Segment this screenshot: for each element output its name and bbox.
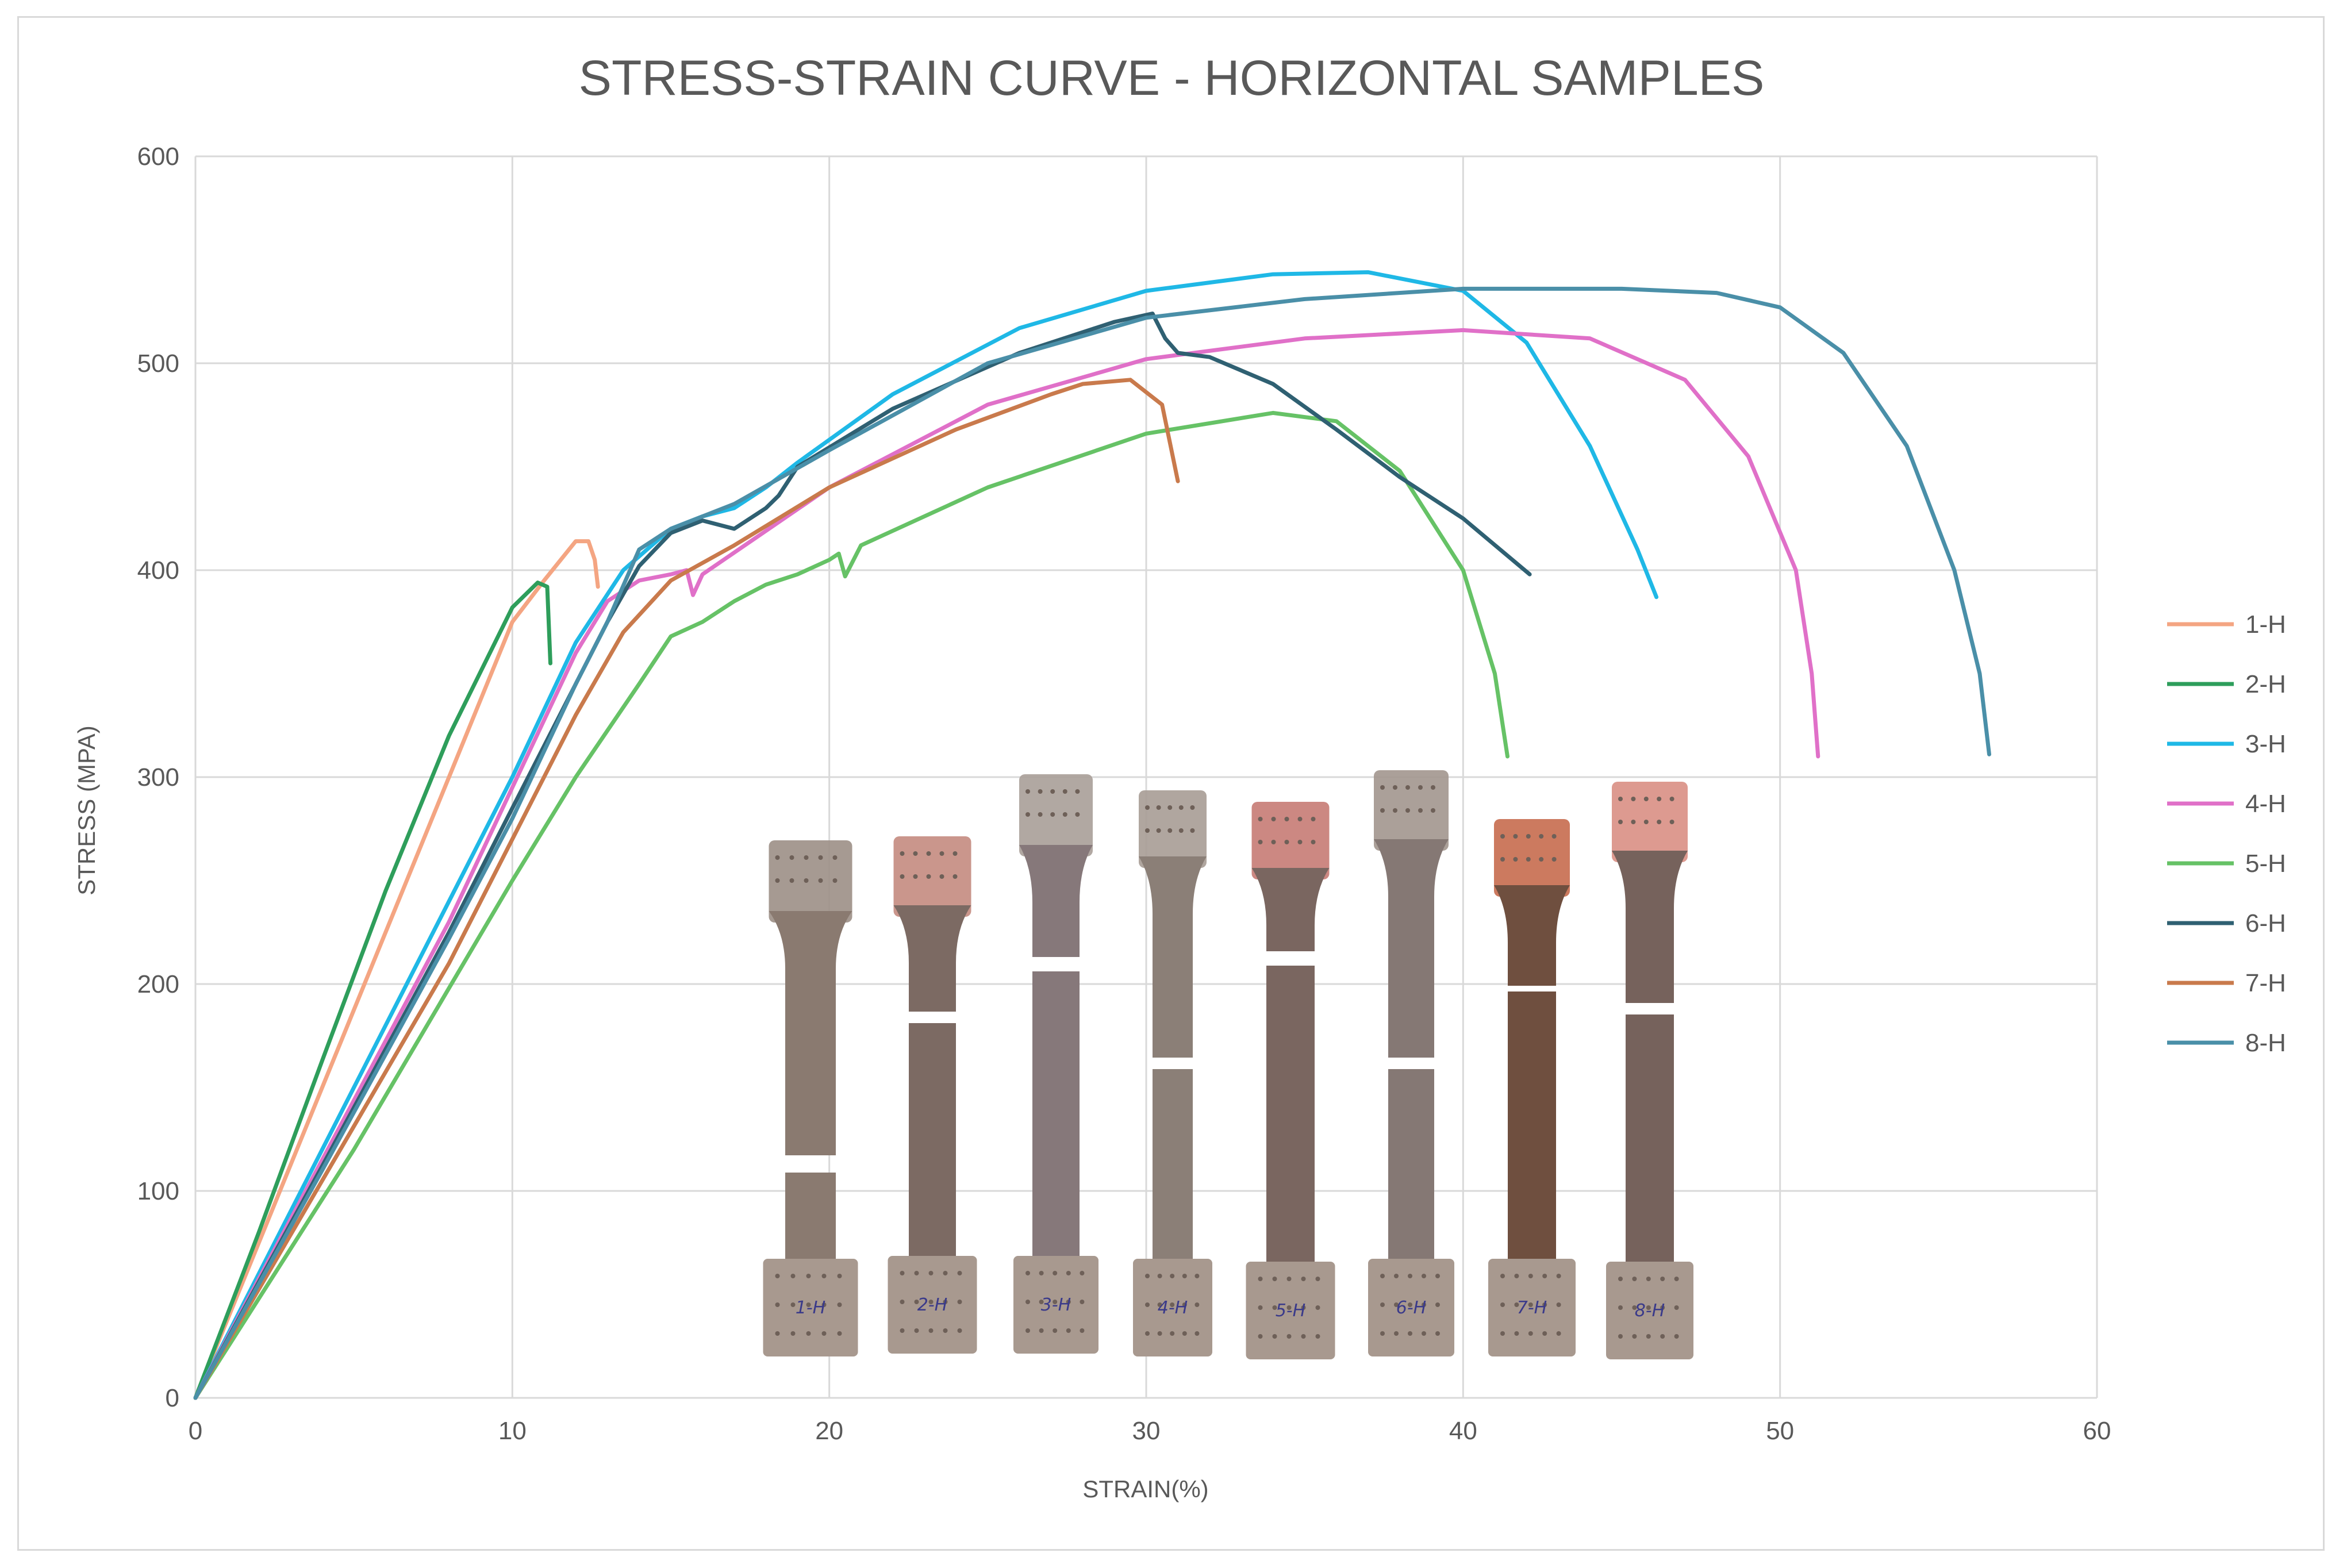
series-line-2-H: [193, 581, 552, 1400]
series-line-6-H: [193, 312, 1532, 1400]
specimen-label: 6-H: [1396, 1298, 1426, 1318]
legend: 1-H 2-H 3-H 4-H 5-H 6-H 7-H 8-H: [2167, 610, 2286, 1057]
series-line-3-H: [193, 270, 1659, 1400]
legend-item: 5-H: [2167, 850, 2286, 878]
x-tick-label: 40: [1449, 1417, 1477, 1445]
x-axis-label: STRAIN(%): [1082, 1475, 1208, 1502]
specimen-3: 3-H: [1013, 774, 1098, 1354]
legend-item: 3-H: [2167, 730, 2286, 758]
legend-label: 4-H: [2245, 790, 2286, 818]
x-tick-label: 0: [189, 1417, 202, 1445]
specimen-8: 8-H: [1606, 782, 1693, 1359]
specimen-label: 8-H: [1635, 1301, 1665, 1321]
legend-label: 6-H: [2245, 909, 2286, 937]
x-tick-label: 30: [1132, 1417, 1161, 1445]
specimen-6: 6-H: [1368, 770, 1454, 1356]
series-line-8-H: [193, 286, 1991, 1400]
y-axis-label: STRESS (MPA): [73, 725, 100, 896]
specimen-label: 7-H: [1517, 1298, 1547, 1318]
specimen-label: 1-H: [796, 1298, 825, 1318]
series-line-7-H: [193, 378, 1180, 1400]
y-tick-label: 300: [137, 763, 179, 791]
specimen-label: 4-H: [1158, 1298, 1188, 1318]
specimen-7: 7-H: [1488, 819, 1576, 1356]
series-lines: [193, 270, 1991, 1400]
legend-label: 7-H: [2245, 969, 2286, 997]
specimen-4: 4-H: [1133, 790, 1212, 1356]
series-line-1-H: [193, 539, 600, 1400]
x-tick-label: 20: [815, 1417, 843, 1445]
legend-item: 1-H: [2167, 610, 2286, 639]
y-tick-label: 100: [137, 1177, 179, 1205]
legend-label: 1-H: [2245, 610, 2286, 639]
series-line-4-H: [193, 328, 1820, 1400]
y-tick-label: 600: [137, 143, 179, 171]
x-tick-label: 10: [498, 1417, 527, 1445]
legend-item: 7-H: [2167, 969, 2286, 997]
specimen-5: 5-H: [1246, 802, 1335, 1359]
specimen-label: 3-H: [1041, 1295, 1071, 1315]
series-line-5-H: [193, 410, 1509, 1400]
specimen-photo: 1-H 2-H 3-H 4-H 5-H 6-H 7-H 8-H: [763, 770, 1693, 1359]
chart-title: STRESS-STRAIN CURVE - HORIZONTAL SAMPLES: [579, 51, 1765, 106]
specimen-1: 1-H: [763, 840, 858, 1356]
legend-label: 8-H: [2245, 1029, 2286, 1057]
legend-label: 3-H: [2245, 730, 2286, 758]
legend-label: 2-H: [2245, 670, 2286, 698]
legend-label: 5-H: [2245, 850, 2286, 878]
y-tick-label: 200: [137, 970, 179, 998]
y-tick-label: 500: [137, 349, 179, 378]
legend-item: 2-H: [2167, 670, 2286, 698]
gridlines: [194, 155, 2098, 1399]
y-tick-label: 0: [166, 1384, 179, 1412]
y-tick-label: 400: [137, 556, 179, 585]
specimen-label: 2-H: [917, 1295, 947, 1315]
x-tick-label: 50: [1766, 1417, 1794, 1445]
x-tick-label: 60: [2083, 1417, 2111, 1445]
specimen-2: 2-H: [888, 836, 977, 1354]
y-tick-labels: 0 100 200 300 400 500 600: [137, 143, 179, 1412]
specimen-label: 5-H: [1276, 1301, 1305, 1321]
x-tick-labels: 0 10 20 30 40 50 60: [189, 1417, 2111, 1445]
legend-item: 6-H: [2167, 909, 2286, 937]
legend-item: 4-H: [2167, 790, 2286, 818]
legend-item: 8-H: [2167, 1029, 2286, 1057]
